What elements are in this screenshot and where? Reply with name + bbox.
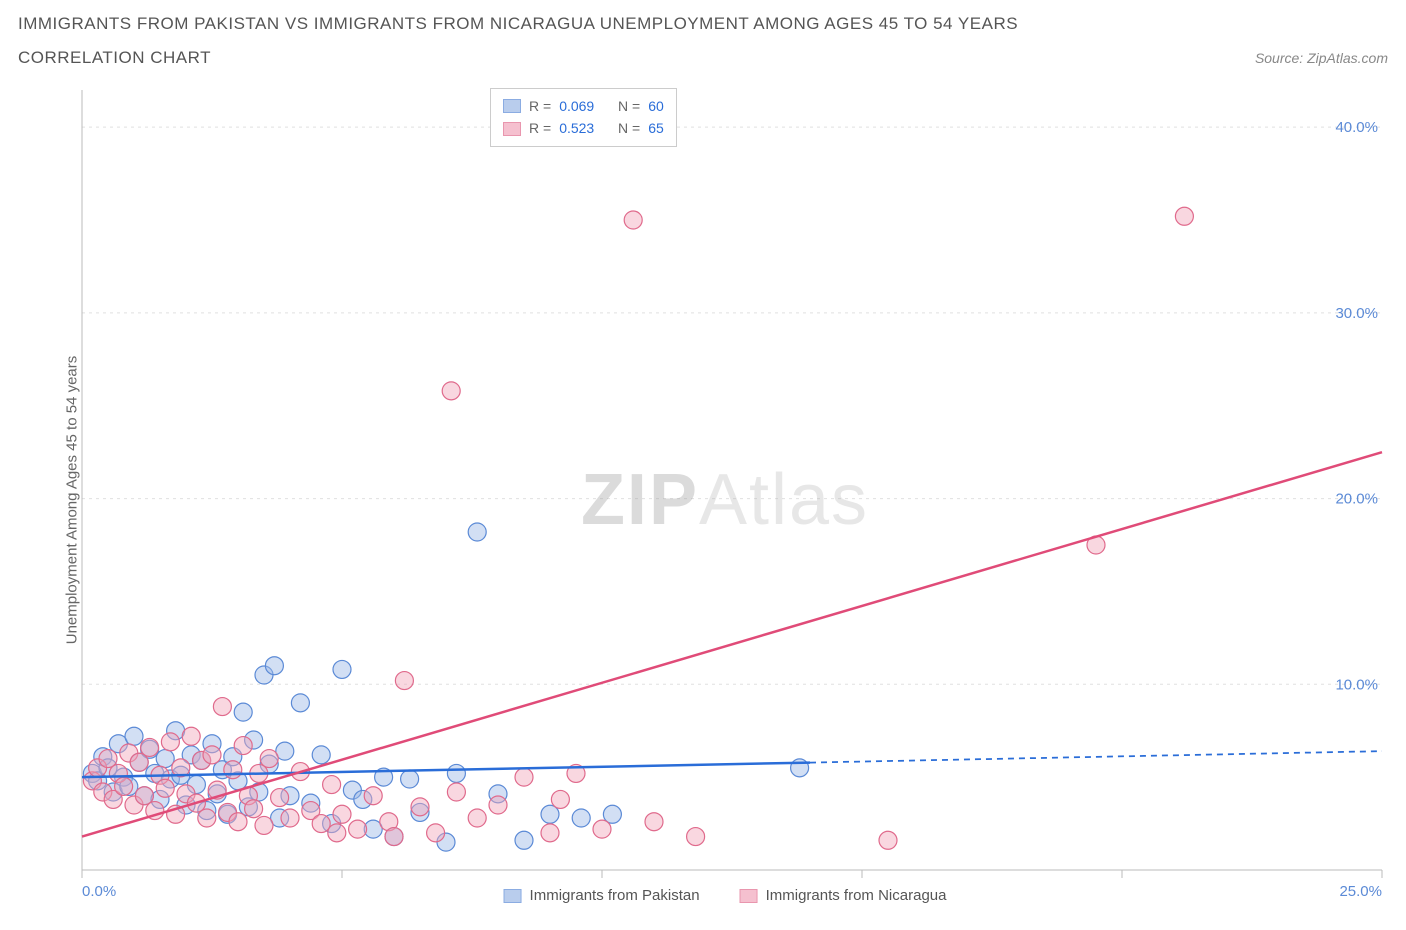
svg-text:0.0%: 0.0% (82, 883, 116, 900)
series-legend: Immigrants from Pakistan Immigrants from … (504, 887, 947, 904)
chart-area: Unemployment Among Ages 45 to 54 years 1… (60, 90, 1390, 910)
chart-source: Source: ZipAtlas.com (1255, 50, 1388, 66)
correlation-legend: R = 0.069 N = 60 R = 0.523 N = 65 (490, 88, 677, 147)
svg-text:25.0%: 25.0% (1339, 883, 1382, 900)
chart-title: IMMIGRANTS FROM PAKISTAN VS IMMIGRANTS F… (18, 14, 1388, 34)
svg-text:10.0%: 10.0% (1335, 676, 1378, 693)
svg-text:30.0%: 30.0% (1335, 305, 1378, 322)
y-axis-label: Unemployment Among Ages 45 to 54 years (64, 356, 81, 645)
chart-subtitle: CORRELATION CHART (18, 48, 211, 68)
svg-text:20.0%: 20.0% (1335, 491, 1378, 508)
legend-row: R = 0.069 N = 60 (503, 95, 664, 117)
svg-text:40.0%: 40.0% (1335, 119, 1378, 136)
scatter-chart: 10.0% 20.0% 30.0% 40.0% 0.0% 25.0% (60, 90, 1390, 910)
legend-item: Immigrants from Nicaragua (740, 887, 947, 904)
legend-item: Immigrants from Pakistan (504, 887, 700, 904)
legend-row: R = 0.523 N = 65 (503, 117, 664, 139)
